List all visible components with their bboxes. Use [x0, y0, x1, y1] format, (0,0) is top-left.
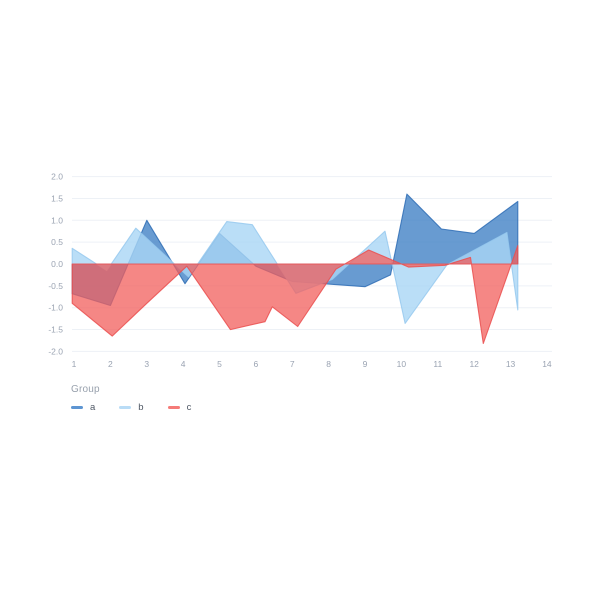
- x-tick-label: 11: [433, 359, 442, 369]
- y-tick-label: 0.5: [51, 237, 63, 247]
- y-tick-label: 1.0: [51, 215, 63, 225]
- series-area-c: [71, 245, 519, 345]
- legend-label-a: a: [90, 402, 96, 413]
- y-tick-label: 1.5: [51, 193, 63, 203]
- chart-legend: Group a b c: [71, 384, 215, 413]
- x-tick-label: 5: [217, 359, 222, 369]
- x-tick-label: 9: [363, 359, 368, 369]
- x-tick-label: 1: [72, 359, 77, 369]
- legend-item-b[interactable]: b: [119, 402, 144, 413]
- y-tick-label: -2.0: [48, 346, 63, 356]
- y-tick-label: -0.5: [48, 281, 63, 291]
- x-tick-label: 6: [254, 359, 259, 369]
- legend-row: a b c: [71, 402, 215, 413]
- x-tick-label: 8: [326, 359, 331, 369]
- x-tick-label: 13: [506, 359, 516, 369]
- y-tick-label: 2.0: [51, 172, 63, 182]
- legend-item-a[interactable]: a: [71, 402, 95, 413]
- legend-label-c: c: [186, 402, 192, 413]
- series-area-a: [71, 193, 519, 307]
- legend-title: Group: [71, 384, 100, 395]
- x-tick-label: 3: [144, 359, 149, 369]
- legend-label-b: b: [138, 402, 144, 413]
- x-tick-label: 10: [397, 359, 407, 369]
- x-tick-label: 12: [469, 359, 479, 369]
- x-tick-label: 2: [108, 359, 113, 369]
- legend-swatch-c: [167, 405, 180, 410]
- x-tick-label: 7: [290, 359, 295, 369]
- x-tick-label: 4: [181, 359, 186, 369]
- y-tick-label: -1.0: [48, 303, 63, 313]
- y-tick-label: -1.5: [48, 325, 63, 335]
- y-tick-label: 0.0: [51, 259, 63, 269]
- legend-swatch-a: [71, 405, 83, 410]
- x-tick-label: 14: [542, 359, 552, 369]
- legend-item-c[interactable]: c: [167, 402, 192, 413]
- legend-swatch-b: [119, 405, 132, 410]
